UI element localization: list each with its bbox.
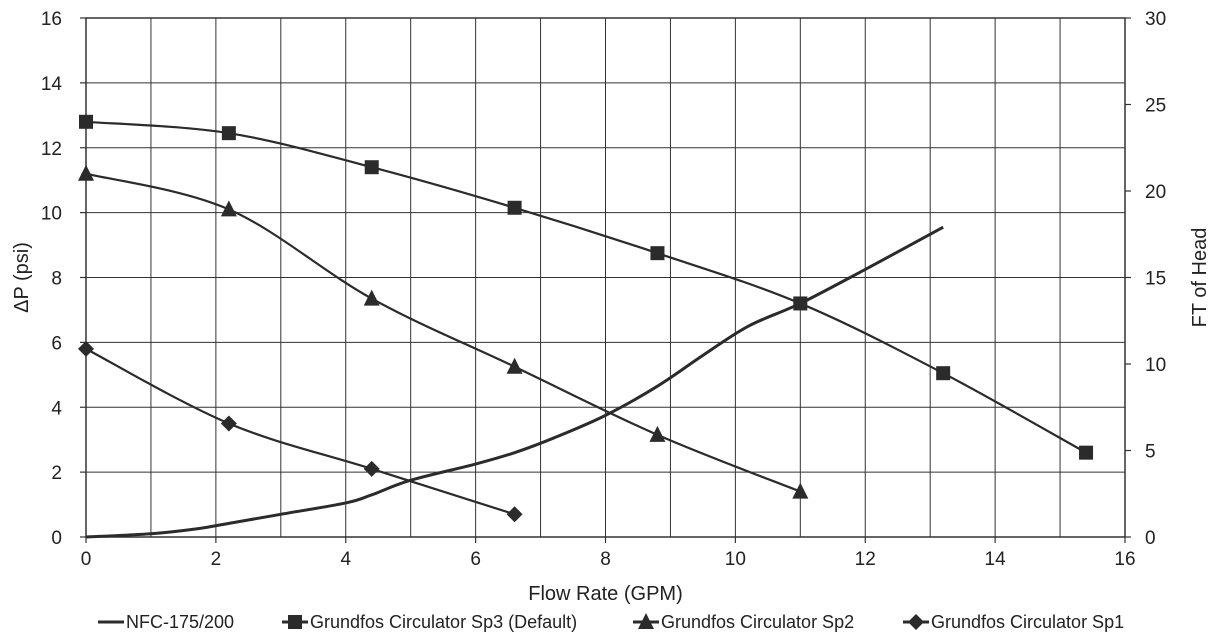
y-tick-label: 10 bbox=[41, 204, 62, 225]
x-tick-label: 12 bbox=[855, 549, 876, 570]
x-tick-label: 4 bbox=[340, 549, 351, 570]
data-point-grundfos-circulator-sp1 bbox=[363, 460, 380, 477]
data-point-grundfos-circulator-sp2 bbox=[506, 357, 523, 374]
y-tick-label: 2 bbox=[51, 463, 62, 484]
y-tick-label: 14 bbox=[41, 74, 63, 95]
x-tick-label: 8 bbox=[600, 549, 611, 570]
y2-tick-label: 20 bbox=[1145, 182, 1166, 203]
y-tick-label: 0 bbox=[51, 528, 62, 549]
y2-tick-label: 25 bbox=[1145, 96, 1166, 117]
data-point-grundfos-circulator-sp3-default bbox=[364, 160, 379, 175]
y-axis-title: ΔP (psi) bbox=[11, 242, 33, 313]
y-tick-label: 6 bbox=[51, 333, 62, 354]
x-tick-label: 10 bbox=[725, 549, 746, 570]
y2-tick-label: 0 bbox=[1145, 528, 1156, 549]
legend-marker-grundfos-circulator-sp1 bbox=[908, 614, 924, 630]
data-point-grundfos-circulator-sp2 bbox=[792, 482, 809, 499]
data-point-grundfos-circulator-sp3-default bbox=[650, 246, 665, 261]
data-point-grundfos-circulator-sp1 bbox=[78, 340, 94, 357]
x-tick-label: 14 bbox=[985, 549, 1007, 570]
y2-tick-label: 5 bbox=[1145, 442, 1156, 463]
data-point-grundfos-circulator-sp3-default bbox=[1079, 445, 1094, 460]
data-point-grundfos-circulator-sp2 bbox=[78, 164, 94, 181]
y2-tick-label: 15 bbox=[1145, 269, 1166, 290]
data-point-grundfos-circulator-sp3-default bbox=[507, 200, 522, 215]
data-point-grundfos-circulator-sp2 bbox=[649, 425, 666, 442]
x-axis-title: Flow Rate (GPM) bbox=[528, 583, 682, 605]
y-tick-label: 4 bbox=[51, 398, 62, 419]
data-point-grundfos-circulator-sp3-default bbox=[793, 296, 808, 311]
x-tick-label: 2 bbox=[211, 549, 222, 570]
series-line-grundfos-circulator-sp3-default bbox=[85, 120, 1087, 454]
series-line-grundfos-circulator-sp2 bbox=[85, 172, 801, 493]
x-tick-label: 0 bbox=[81, 549, 92, 570]
series-line-nfc-175-200 bbox=[85, 225, 944, 539]
y-tick-label: 12 bbox=[41, 139, 62, 160]
data-point-grundfos-circulator-sp1 bbox=[220, 415, 237, 432]
legend-marker-grundfos-circulator-sp3-default bbox=[288, 615, 302, 629]
legend-label-nfc-175-200: NFC-175/200 bbox=[126, 612, 234, 632]
data-point-grundfos-circulator-sp2 bbox=[363, 289, 380, 306]
x-tick-label: 16 bbox=[1114, 549, 1135, 570]
y-tick-label: 8 bbox=[51, 269, 62, 290]
y2-tick-label: 30 bbox=[1145, 9, 1166, 30]
y-tick-label: 16 bbox=[41, 9, 62, 30]
data-point-grundfos-circulator-sp1 bbox=[506, 506, 523, 523]
legend: NFC-175/200 Grundfos Circulator Sp3 (Defa… bbox=[98, 612, 1124, 632]
series-lines bbox=[85, 120, 1087, 539]
tick-labels: 0 2 4 6 8 10 12 14 16 0 2 4 6 8 10 12 14 16 0 5 10 15 20 25 30 bbox=[41, 9, 1166, 570]
legend-label-grundfos-circulator-sp2: Grundfos Circulator Sp2 bbox=[661, 612, 854, 632]
grid-lines bbox=[85, 17, 1126, 538]
y2-axis-title: FT of Head bbox=[1189, 228, 1211, 328]
axes bbox=[80, 17, 1131, 543]
y2-tick-label: 10 bbox=[1145, 355, 1166, 376]
data-point-grundfos-circulator-sp3-default bbox=[936, 366, 951, 381]
series-markers bbox=[78, 114, 1094, 523]
legend-marker-grundfos-circulator-sp2 bbox=[638, 613, 654, 629]
data-point-grundfos-circulator-sp2 bbox=[220, 200, 237, 217]
data-point-grundfos-circulator-sp3-default bbox=[221, 126, 236, 141]
legend-label-grundfos-circulator-sp1: Grundfos Circulator Sp1 bbox=[931, 612, 1124, 632]
data-point-grundfos-circulator-sp3-default bbox=[79, 114, 93, 129]
x-tick-label: 6 bbox=[470, 549, 481, 570]
series-line-grundfos-circulator-sp1 bbox=[85, 347, 515, 516]
legend-label-grundfos-circulator-sp3-default: Grundfos Circulator Sp3 (Default) bbox=[310, 612, 577, 632]
